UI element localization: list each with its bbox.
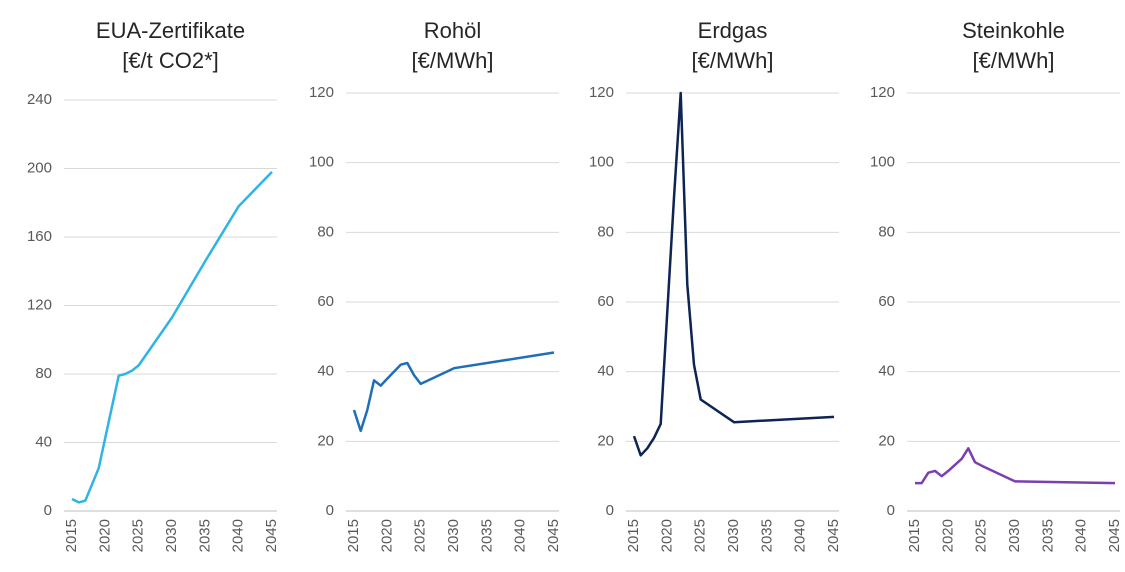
x-tick-label: 2020 xyxy=(96,519,113,552)
y-tick-label: 120 xyxy=(309,84,334,101)
x-tick-label: 2025 xyxy=(973,519,990,552)
x-tick-label: 2040 xyxy=(512,519,529,552)
y-tick-label: 0 xyxy=(44,502,52,519)
x-tick-label: 2020 xyxy=(658,519,675,552)
y-tick-label: 20 xyxy=(317,432,334,449)
x-tick-label: 2015 xyxy=(625,519,642,552)
y-tick-label: 120 xyxy=(27,296,52,313)
chart-title: Rohöl xyxy=(424,18,481,43)
data-line xyxy=(632,91,835,457)
data-line xyxy=(71,171,273,504)
x-tick-label: 2030 xyxy=(445,519,462,552)
y-tick-label: 160 xyxy=(27,228,52,245)
y-tick-label: 60 xyxy=(317,293,334,310)
y-tick-label: 20 xyxy=(597,432,614,449)
y-tick-label: 60 xyxy=(597,293,614,310)
x-tick-label: 2035 xyxy=(758,519,775,552)
chart-subtitle: [€/MWh] xyxy=(973,48,1055,73)
x-tick-label: 2015 xyxy=(63,519,80,552)
x-tick-label: 2040 xyxy=(792,519,809,552)
y-tick-label: 0 xyxy=(887,502,895,519)
y-tick-label: 120 xyxy=(870,84,895,101)
chart-title: Steinkohle xyxy=(962,18,1065,43)
x-tick-label: 2035 xyxy=(196,519,213,552)
x-tick-label: 2015 xyxy=(906,519,923,552)
x-tick-label: 2025 xyxy=(692,519,709,552)
x-tick-label: 2025 xyxy=(412,519,429,552)
chart-subtitle: [€/MWh] xyxy=(692,48,774,73)
x-tick-label: 2040 xyxy=(1073,519,1090,552)
y-tick-label: 120 xyxy=(589,84,614,101)
x-tick-label: 2035 xyxy=(478,519,495,552)
chart-title: Erdgas xyxy=(698,18,768,43)
y-tick-label: 100 xyxy=(870,154,895,171)
y-tick-label: 40 xyxy=(597,363,614,380)
x-tick-label: 2025 xyxy=(130,519,147,552)
chart-subtitle: [€/MWh] xyxy=(412,48,494,73)
x-tick-label: 2045 xyxy=(825,519,842,552)
y-tick-label: 80 xyxy=(317,223,334,240)
y-tick-label: 200 xyxy=(27,159,52,176)
y-tick-label: 240 xyxy=(27,91,52,108)
x-tick-label: 2045 xyxy=(545,519,562,552)
x-tick-label: 2020 xyxy=(939,519,956,552)
x-tick-label: 2045 xyxy=(263,519,280,552)
y-tick-label: 80 xyxy=(35,365,52,382)
y-tick-label: 80 xyxy=(878,223,895,240)
x-tick-label: 2020 xyxy=(378,519,395,552)
y-tick-label: 0 xyxy=(326,502,334,519)
x-tick-label: 2030 xyxy=(1006,519,1023,552)
data-line xyxy=(915,447,1116,485)
x-tick-label: 2035 xyxy=(1039,519,1056,552)
y-tick-label: 80 xyxy=(597,223,614,240)
x-tick-label: 2030 xyxy=(163,519,180,552)
y-tick-label: 100 xyxy=(309,154,334,171)
x-tick-label: 2045 xyxy=(1106,519,1123,552)
y-tick-label: 0 xyxy=(606,502,614,519)
y-tick-label: 40 xyxy=(317,363,334,380)
x-tick-label: 2030 xyxy=(725,519,742,552)
x-tick-label: 2015 xyxy=(345,519,362,552)
x-tick-label: 2040 xyxy=(230,519,247,552)
y-tick-label: 60 xyxy=(878,293,895,310)
y-tick-label: 100 xyxy=(589,154,614,171)
chart-title: EUA-Zertifikate xyxy=(96,18,245,43)
y-tick-label: 40 xyxy=(35,433,52,450)
y-tick-label: 20 xyxy=(878,432,895,449)
chart-subtitle: [€/t CO2*] xyxy=(122,48,219,73)
y-tick-label: 40 xyxy=(878,363,895,380)
data-line xyxy=(352,351,555,433)
